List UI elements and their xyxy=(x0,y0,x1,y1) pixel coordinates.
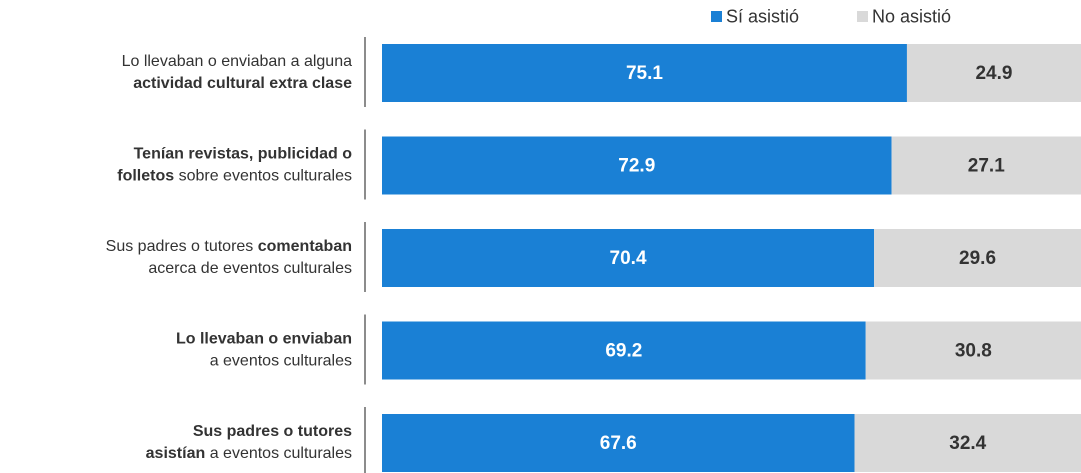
label-run: asistían xyxy=(146,445,206,462)
category-label: Sus padres o tutores xyxy=(193,423,352,440)
legend-swatch xyxy=(711,11,722,22)
category-label: asistían a eventos culturales xyxy=(146,445,352,462)
label-run: a eventos culturales xyxy=(205,445,352,462)
label-run: sobre eventos culturales xyxy=(174,168,352,185)
value-label: 32.4 xyxy=(949,433,986,454)
bar-segment xyxy=(382,44,907,102)
value-label: 30.8 xyxy=(955,341,992,362)
value-label: 24.9 xyxy=(975,63,1012,84)
value-label: 70.4 xyxy=(610,248,647,269)
bar-segment xyxy=(906,44,1081,102)
bar-segment xyxy=(382,229,875,287)
label-run: comentaban xyxy=(258,238,352,255)
label-run: Lo llevaban o enviaban xyxy=(176,331,352,348)
label-run: acerca de eventos culturales xyxy=(148,260,352,277)
bar-segment xyxy=(382,321,866,380)
legend-label: No asistió xyxy=(872,6,951,26)
category-label: Sus padres o tutores comentaban xyxy=(106,238,352,255)
legend-swatch xyxy=(857,11,868,22)
value-label: 29.6 xyxy=(959,248,996,269)
category-label: folletos sobre eventos culturales xyxy=(117,168,352,185)
bar-segment xyxy=(865,321,1081,380)
bar-segment xyxy=(382,136,892,195)
label-run: folletos xyxy=(117,168,174,185)
label-run: actividad cultural extra clase xyxy=(133,75,352,92)
label-run: Tenían revistas, publicidad o xyxy=(134,146,353,163)
value-label: 27.1 xyxy=(968,156,1005,177)
bar-segment xyxy=(382,414,855,472)
value-label: 69.2 xyxy=(605,341,642,362)
value-label: 67.6 xyxy=(600,433,637,454)
bar-segment xyxy=(874,229,1081,287)
value-label: 75.1 xyxy=(626,63,663,84)
category-label: actividad cultural extra clase xyxy=(133,75,352,92)
category-label: Tenían revistas, publicidad o xyxy=(134,146,353,163)
label-run: Sus padres o tutores xyxy=(106,238,258,255)
bar-segment xyxy=(891,136,1081,195)
label-run: Lo llevaban o enviaban a alguna xyxy=(122,53,353,70)
category-label: acerca de eventos culturales xyxy=(148,260,352,277)
category-label: Lo llevaban o enviaban a alguna xyxy=(122,53,353,70)
bar-segment xyxy=(854,414,1081,472)
value-label: 72.9 xyxy=(618,156,655,177)
category-label: a eventos culturales xyxy=(210,353,352,370)
legend-label: Sí asistió xyxy=(726,6,799,26)
label-run: Sus padres o tutores xyxy=(193,423,352,440)
category-label: Lo llevaban o enviaban xyxy=(176,331,352,348)
label-run: a eventos culturales xyxy=(210,353,352,370)
